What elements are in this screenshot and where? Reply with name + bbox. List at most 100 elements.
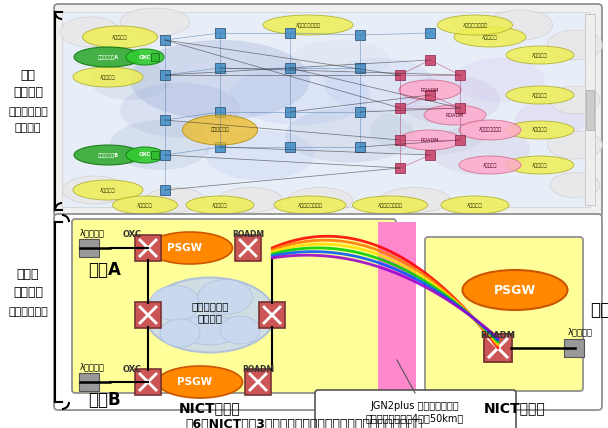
Ellipse shape (180, 315, 240, 345)
Ellipse shape (145, 187, 205, 212)
Bar (395, 70, 405, 80)
Text: ROADM: ROADM (480, 330, 516, 339)
Text: OXC: OXC (139, 152, 151, 158)
Ellipse shape (399, 130, 461, 150)
Bar (455, 103, 465, 113)
Ellipse shape (74, 47, 142, 67)
Ellipse shape (90, 60, 170, 100)
Text: ROADM: ROADM (242, 366, 274, 374)
Bar (355, 107, 365, 117)
Text: （仮想ノード: （仮想ノード (8, 107, 48, 117)
Ellipse shape (63, 176, 128, 204)
Ellipse shape (150, 285, 200, 321)
Ellipse shape (148, 232, 232, 264)
Text: NICT小金井: NICT小金井 (179, 401, 241, 415)
Ellipse shape (550, 172, 600, 197)
Text: ROADM: ROADM (421, 137, 439, 143)
Text: λユーティリティ: λユーティリティ (478, 128, 502, 133)
Text: データ: データ (17, 268, 40, 282)
FancyBboxPatch shape (484, 334, 512, 362)
FancyBboxPatch shape (62, 12, 590, 207)
Text: PSGW: PSGW (494, 283, 536, 297)
Ellipse shape (145, 277, 275, 353)
Bar (425, 150, 435, 160)
Bar (285, 63, 295, 73)
FancyBboxPatch shape (79, 373, 99, 391)
FancyBboxPatch shape (259, 302, 285, 328)
Text: λユーティリティ: λユーティリティ (297, 202, 322, 208)
Text: を含む）: を含む） (15, 123, 41, 133)
Text: 拠点B: 拠点B (88, 391, 120, 409)
Text: 図6：NICT委託3研究プロジェクトで連携した実証実験系の構成: 図6：NICT委託3研究プロジェクトで連携した実証実験系の構成 (185, 417, 423, 428)
Text: ROADM: ROADM (446, 113, 464, 118)
FancyBboxPatch shape (378, 222, 416, 390)
Ellipse shape (263, 15, 353, 35)
Bar (160, 150, 170, 160)
FancyBboxPatch shape (564, 339, 584, 357)
Text: λユーティリティ: λユーティリティ (463, 23, 488, 27)
Bar (215, 28, 225, 38)
Ellipse shape (506, 156, 574, 174)
Bar (285, 107, 295, 117)
Ellipse shape (547, 131, 603, 159)
Bar (160, 35, 170, 45)
Text: λアクセス: λアクセス (100, 187, 116, 193)
Ellipse shape (459, 156, 521, 174)
Text: プレーン: プレーン (13, 285, 43, 298)
Text: 拠点C: 拠点C (590, 301, 608, 319)
Text: λアクセス: λアクセス (112, 35, 128, 39)
Ellipse shape (160, 319, 200, 347)
Bar (395, 103, 405, 113)
Ellipse shape (547, 30, 603, 60)
Ellipse shape (205, 130, 315, 180)
Bar (151, 151, 159, 159)
Ellipse shape (290, 40, 390, 80)
FancyBboxPatch shape (425, 237, 583, 391)
Text: ROADM: ROADM (421, 87, 439, 92)
Ellipse shape (74, 145, 142, 165)
Text: NICT大手町: NICT大手町 (484, 401, 546, 415)
Bar (425, 90, 435, 100)
Text: λアクセス: λアクセス (100, 74, 116, 80)
Ellipse shape (110, 120, 210, 170)
Text: λユーティリティ: λユーティリティ (295, 23, 320, 27)
Bar (215, 63, 225, 73)
Ellipse shape (120, 83, 240, 137)
Text: プレーン: プレーン (13, 86, 43, 98)
Ellipse shape (506, 46, 574, 64)
Bar (395, 163, 405, 173)
Ellipse shape (218, 187, 283, 212)
Ellipse shape (506, 86, 574, 104)
Ellipse shape (182, 115, 258, 145)
Text: λアクセス: λアクセス (532, 163, 548, 167)
FancyBboxPatch shape (585, 14, 595, 205)
Text: 高機能ノード
ドメイン: 高機能ノード ドメイン (192, 301, 229, 323)
Text: λアクセス: λアクセス (532, 128, 548, 133)
Bar (355, 63, 365, 73)
Ellipse shape (353, 196, 427, 214)
Text: クライアントA: クライアントA (97, 54, 119, 59)
FancyBboxPatch shape (235, 235, 261, 261)
Ellipse shape (506, 121, 574, 139)
Ellipse shape (380, 187, 450, 212)
Bar (395, 135, 405, 145)
Text: λアクセス: λアクセス (483, 163, 497, 167)
Bar (285, 28, 295, 38)
Bar (355, 142, 365, 152)
Text: OXC: OXC (122, 366, 142, 374)
Text: PSGW: PSGW (167, 243, 202, 253)
Ellipse shape (120, 8, 190, 36)
Text: λアクセス: λアクセス (212, 202, 228, 208)
Ellipse shape (400, 75, 500, 125)
FancyBboxPatch shape (135, 235, 161, 261)
Ellipse shape (515, 100, 585, 140)
FancyBboxPatch shape (54, 4, 602, 217)
Ellipse shape (430, 125, 530, 175)
Ellipse shape (550, 86, 600, 114)
Text: OXC: OXC (122, 229, 142, 238)
Ellipse shape (274, 196, 346, 214)
Bar (215, 107, 225, 117)
Ellipse shape (230, 65, 370, 125)
Ellipse shape (130, 40, 310, 120)
Bar (425, 55, 435, 65)
